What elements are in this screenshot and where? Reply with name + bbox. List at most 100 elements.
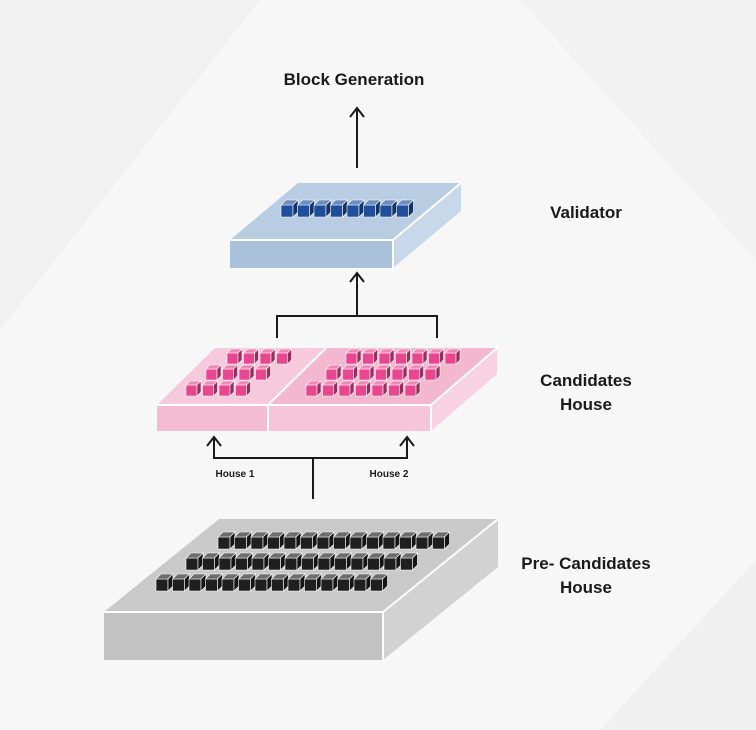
- house2-block-r1-c1: [345, 348, 362, 365]
- house1-block-r3-c3: [218, 380, 235, 397]
- pre-block-r1-c12: [398, 531, 418, 550]
- house1-block-r2-c2: [221, 364, 239, 381]
- house1-blocks: [185, 348, 293, 397]
- pre-block-r2-c7: [284, 552, 303, 571]
- candidates-house-platform: [157, 347, 498, 431]
- house2-block-r3-c4: [354, 380, 372, 397]
- block-generation-title: Block Generation: [284, 70, 425, 89]
- arrowhead-block-generation: [349, 106, 365, 118]
- house2-block-r1-c3: [378, 348, 395, 365]
- pre-block-r2-c3: [218, 552, 237, 571]
- pre-block-r2-c11: [350, 552, 369, 571]
- pre-block-r2-c12: [366, 552, 386, 571]
- pre-block-r3-c1: [155, 573, 174, 592]
- validator-blocks: [280, 199, 415, 218]
- pre-block-r2-c6: [267, 552, 287, 571]
- validator-block-r1-c8: [395, 199, 415, 218]
- validator-block-r1-c2: [296, 199, 316, 218]
- house2-block-r3-c6: [387, 380, 405, 397]
- house2-blocks: [305, 348, 461, 397]
- pre-block-r1-c3: [250, 531, 269, 550]
- validator-block-r1-c7: [379, 199, 398, 218]
- house2-block-r1-c4: [394, 348, 412, 365]
- pre-block-r1-c7: [316, 531, 335, 550]
- house-split-bracket: [213, 438, 408, 459]
- house1-block-r1-c1: [226, 348, 243, 365]
- house1-block-r1-c2: [242, 348, 260, 365]
- house1-block-r2-c3: [238, 364, 255, 381]
- pre-block-r3-c14: [369, 573, 389, 592]
- house1-label: House 1: [216, 469, 255, 480]
- pre-candidates-blocks: [155, 531, 451, 592]
- house2-block-r3-c7: [404, 380, 421, 397]
- validator-front-face: [230, 240, 393, 268]
- house2-block-r2-c2: [341, 364, 359, 381]
- pre-block-r3-c9: [287, 573, 306, 592]
- house2-block-r3-c1: [305, 380, 322, 397]
- pre-block-r1-c11: [382, 531, 401, 550]
- pre-block-r3-c12: [336, 573, 356, 592]
- house2-block-r2-c4: [374, 364, 392, 381]
- house1-block-r2-c1: [205, 364, 222, 381]
- connectors: [206, 106, 438, 499]
- house2-block-r2-c1: [325, 364, 342, 381]
- house1-block-r3-c2: [201, 380, 219, 397]
- pre-block-r3-c8: [270, 573, 290, 592]
- pre-block-r1-c13: [415, 531, 434, 550]
- pre-block-r2-c5: [251, 552, 270, 571]
- house2-label: House 2: [370, 469, 409, 480]
- house2-block-r2-c6: [407, 364, 425, 381]
- arrowhead-house2: [399, 435, 415, 447]
- pre-block-r2-c10: [333, 552, 353, 571]
- pre-block-r2-c14: [399, 552, 419, 571]
- house2-block-r1-c7: [444, 348, 461, 365]
- house2-block-r1-c2: [361, 348, 379, 365]
- pre-block-r2-c4: [234, 552, 254, 571]
- pre-block-r3-c13: [353, 573, 372, 592]
- pre-side-face: [383, 519, 498, 660]
- house1-block-r3-c4: [234, 380, 252, 397]
- house2-block-r3-c3: [338, 380, 355, 397]
- pre-block-r2-c9: [317, 552, 336, 571]
- pre-block-r2-c8: [300, 552, 320, 571]
- pre-block-r2-c2: [201, 552, 221, 571]
- house1-block-r1-c3: [259, 348, 276, 365]
- validator-block-r1-c5: [346, 199, 365, 218]
- house2-side-face: [431, 348, 497, 431]
- pre-block-r1-c10: [365, 531, 385, 550]
- validator-block-r1-c4: [329, 199, 349, 218]
- house2-block-r2-c5: [391, 364, 408, 381]
- house2-block-r2-c7: [424, 364, 441, 381]
- pre-block-r3-c5: [221, 573, 240, 592]
- pre-block-r3-c2: [171, 573, 191, 592]
- pre-block-r1-c9: [349, 531, 368, 550]
- house1-block-r3-c1: [185, 380, 202, 397]
- pre-block-r3-c11: [320, 573, 339, 592]
- pre-block-r3-c7: [254, 573, 273, 592]
- house1-front-face: [157, 405, 268, 431]
- pre-candidates-label-line1: Pre- Candidates: [521, 554, 650, 573]
- house1-block-r2-c4: [254, 364, 272, 381]
- pre-candidates-label-line2: House: [560, 578, 612, 597]
- validator-side-face: [393, 183, 461, 268]
- pre-candidates-platform: [104, 518, 499, 660]
- candidates-label-line1: Candidates: [540, 371, 632, 390]
- pre-block-r1-c5: [283, 531, 302, 550]
- pre-block-r3-c10: [303, 573, 323, 592]
- pre-block-r1-c1: [217, 531, 236, 550]
- house2-front-face: [268, 405, 431, 431]
- validator-block-r1-c3: [313, 199, 332, 218]
- pre-block-r1-c8: [332, 531, 352, 550]
- pre-block-r1-c6: [299, 531, 319, 550]
- house2-block-r1-c6: [427, 348, 445, 365]
- pre-block-r1-c4: [266, 531, 286, 550]
- candidates-bracket: [276, 315, 438, 338]
- house2-block-r1-c5: [411, 348, 428, 365]
- house1-block-r1-c4: [275, 348, 293, 365]
- pre-block-r3-c6: [237, 573, 257, 592]
- house2-block-r3-c5: [371, 380, 388, 397]
- pre-front-face: [104, 612, 383, 660]
- pre-block-r2-c1: [185, 552, 204, 571]
- validator-platform: [230, 182, 462, 268]
